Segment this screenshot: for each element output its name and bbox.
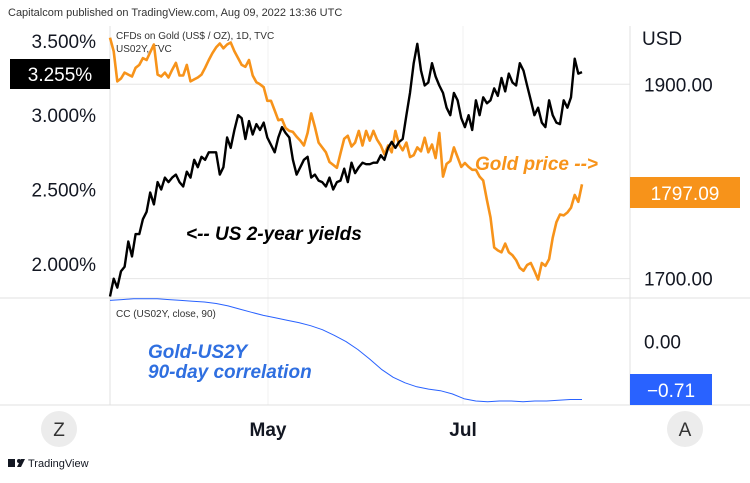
x-tick-jul: Jul <box>449 420 476 441</box>
annotation-correlation-2: 90-day correlation <box>148 362 312 383</box>
badge-gold-text: 1797.09 <box>651 184 720 205</box>
badge-gold-last: 1797.09 <box>630 177 740 208</box>
legend-us02y: US02Y, TVC <box>116 44 172 55</box>
footer-brand: TradingView <box>28 458 89 470</box>
scale-button-left-label: Z <box>53 420 65 441</box>
left-axis-tick: 3.500% <box>32 32 97 53</box>
left-axis-tick: 2.500% <box>32 181 97 202</box>
series-line-correlation <box>109 298 582 403</box>
badge-corr-last: −0.71 <box>630 374 712 405</box>
scale-button-right-label: A <box>679 420 692 441</box>
right-axis-unit-label: USD <box>642 29 682 50</box>
left-axis-ticks: 3.500% 3.000% 2.500% 2.000% <box>32 32 97 276</box>
annotation-correlation-1: Gold-US2Y <box>148 342 250 363</box>
tradingview-logo: TradingView <box>8 458 89 470</box>
legend-gold: CFDs on Gold (US$ / OZ), 1D, TVC <box>116 31 274 42</box>
left-axis-tick: 3.000% <box>32 106 97 127</box>
right-axis-ticks: 1900.00 1700.00 0.00 <box>644 75 713 353</box>
badge-yield-text: 3.255% <box>28 65 93 86</box>
published-text: Capitalcom published on TradingView.com,… <box>8 7 342 19</box>
annotation-us-yields: <-- US 2-year yields <box>186 224 362 245</box>
right-axis-tick: 1900.00 <box>644 75 713 96</box>
annotation-gold-price: Gold price --> <box>475 154 598 175</box>
left-axis-tick: 2.000% <box>32 255 97 276</box>
scale-button-right[interactable]: A <box>667 411 703 447</box>
corr-axis-tick: 0.00 <box>644 333 681 354</box>
series-line-gold <box>108 37 584 281</box>
x-tick-may: May <box>250 420 287 441</box>
legend-correlation: CC (US02Y, close, 90) <box>116 309 216 320</box>
badge-yield-last: 3.255% <box>10 59 110 89</box>
grid-lines <box>110 26 630 405</box>
scale-button-left[interactable]: Z <box>41 411 77 447</box>
tradingview-logo-icon <box>8 459 15 467</box>
badge-corr-text: −0.71 <box>647 381 695 402</box>
series-line-us02y <box>108 42 583 297</box>
right-axis-tick: 1700.00 <box>644 270 713 291</box>
